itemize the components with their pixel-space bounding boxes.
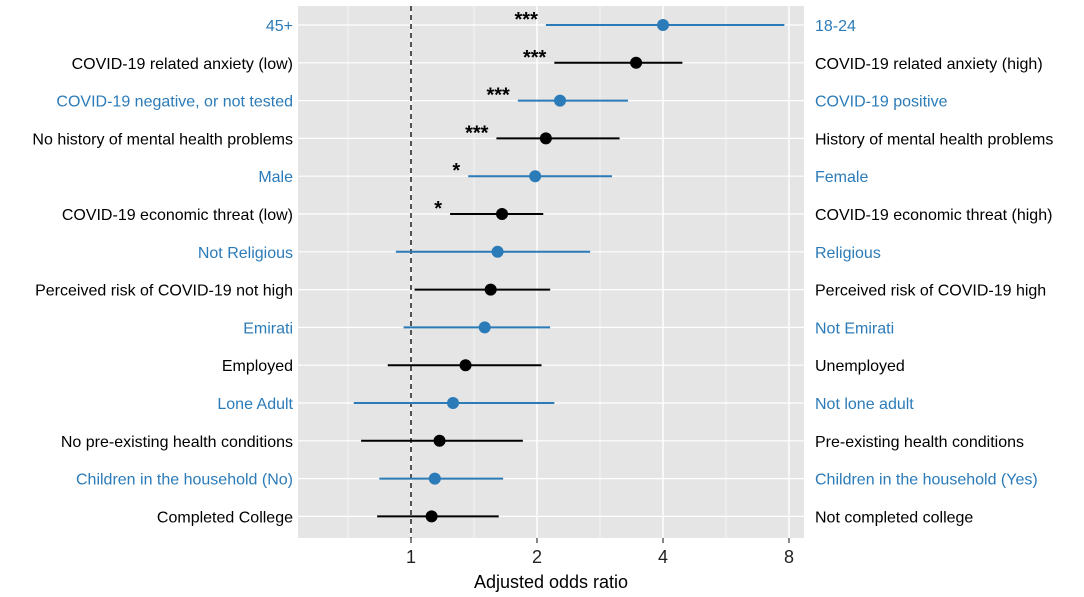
right-label: COVID-19 positive [815,94,948,111]
right-label: Perceived risk of COVID-19 high [815,283,1046,300]
right-label: Not completed college [815,509,973,526]
significance-label: * [434,198,442,220]
left-label: COVID-19 related anxiety (low) [72,56,293,73]
point-estimate [539,132,552,145]
point-estimate [459,359,472,372]
point-estimate [657,19,669,31]
significance-label: *** [465,122,489,144]
right-label: Pre-existing health conditions [815,434,1024,451]
right-label: Female [815,169,868,186]
point-estimate [425,510,438,523]
x-axis: 1 2 4 8 [406,538,794,567]
point-estimate [630,56,643,69]
right-label: Children in the household (Yes) [815,472,1038,489]
right-label: Religious [815,245,881,262]
right-label: Not Emirati [815,320,894,337]
x-tick-label: 8 [784,547,794,567]
x-tick-label: 1 [406,547,416,567]
left-label: 45+ [266,18,293,35]
x-tick-label: 2 [532,547,542,567]
left-label: Completed College [157,509,293,526]
left-label: Male [258,169,293,186]
left-label: COVID-19 economic threat (low) [62,207,293,224]
plot-panel [298,6,804,538]
point-estimate [478,321,491,334]
right-label: COVID-19 economic threat (high) [815,207,1052,224]
right-label: COVID-19 related anxiety (high) [815,56,1043,73]
point-estimate [433,434,446,447]
left-label: Not Religious [198,245,293,262]
point-estimate [484,283,497,296]
left-label: Emirati [243,320,293,337]
right-label: Not lone adult [815,396,914,413]
left-label: No pre-existing health conditions [61,434,293,451]
significance-label: *** [515,9,539,31]
left-label: Lone Adult [217,396,293,413]
point-estimate [447,397,460,409]
left-label: Perceived risk of COVID-19 not high [35,283,293,300]
point-estimate [496,208,509,220]
data-marks: ************** [353,9,785,523]
point-estimate [529,170,542,183]
left-label: Employed [222,358,293,375]
left-category-labels: 45+ COVID-19 related anxiety (low) COVID-1… [32,18,293,526]
right-label: History of mental health problems [815,131,1053,148]
left-label: Children in the household (No) [76,472,293,489]
right-label: Unemployed [815,358,905,375]
point-estimate [491,245,504,258]
significance-label: * [452,160,460,182]
point-estimate [554,94,567,107]
right-category-labels: 18-24 COVID-19 related anxiety (high) COVI… [815,18,1053,526]
x-tick-label: 4 [658,547,668,567]
significance-label: *** [486,85,510,107]
right-label: 18-24 [815,18,856,35]
left-label: No history of mental health problems [32,131,293,148]
x-axis-title: Adjusted odds ratio [474,572,628,592]
left-label: COVID-19 negative, or not tested [56,94,293,111]
point-estimate [428,472,441,485]
significance-label: *** [523,47,547,69]
